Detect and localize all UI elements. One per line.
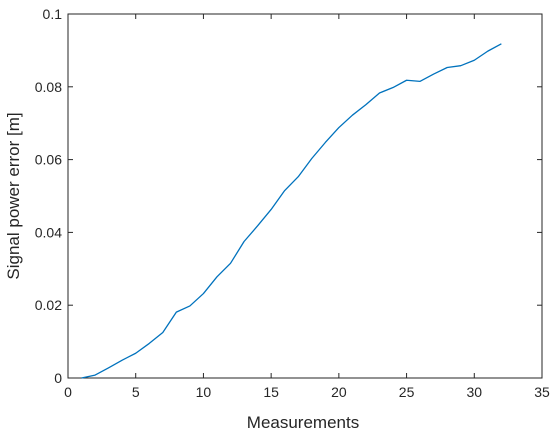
series-line-0 bbox=[81, 43, 502, 379]
axes-box bbox=[67, 13, 543, 379]
y-tick-label: 0.02 bbox=[35, 297, 62, 313]
x-tick-label: 25 bbox=[399, 384, 415, 400]
x-tick-label: 15 bbox=[263, 384, 279, 400]
y-tick-label: 0.04 bbox=[35, 224, 62, 240]
x-tick-label: 0 bbox=[64, 384, 72, 400]
axis-ticks: 0 5 10 15 20 25 30 35 0 0.02 0.04 0.06 0.08 0.1 bbox=[35, 6, 550, 400]
x-tick-label: 10 bbox=[196, 384, 212, 400]
y-tick-label: 0.06 bbox=[35, 152, 62, 168]
plot-area bbox=[67, 13, 543, 379]
x-tick-label: 30 bbox=[466, 384, 482, 400]
x-axis-label: Measurements bbox=[247, 413, 359, 432]
y-tick-label: 0 bbox=[54, 370, 62, 386]
x-tick-label: 35 bbox=[534, 384, 550, 400]
x-tick-label: 5 bbox=[132, 384, 140, 400]
x-tick-label: 20 bbox=[331, 384, 347, 400]
y-axis-label: Signal power error [m] bbox=[4, 112, 23, 279]
y-tick-label: 0.1 bbox=[43, 6, 63, 22]
y-tick-label: 0.08 bbox=[35, 79, 62, 95]
